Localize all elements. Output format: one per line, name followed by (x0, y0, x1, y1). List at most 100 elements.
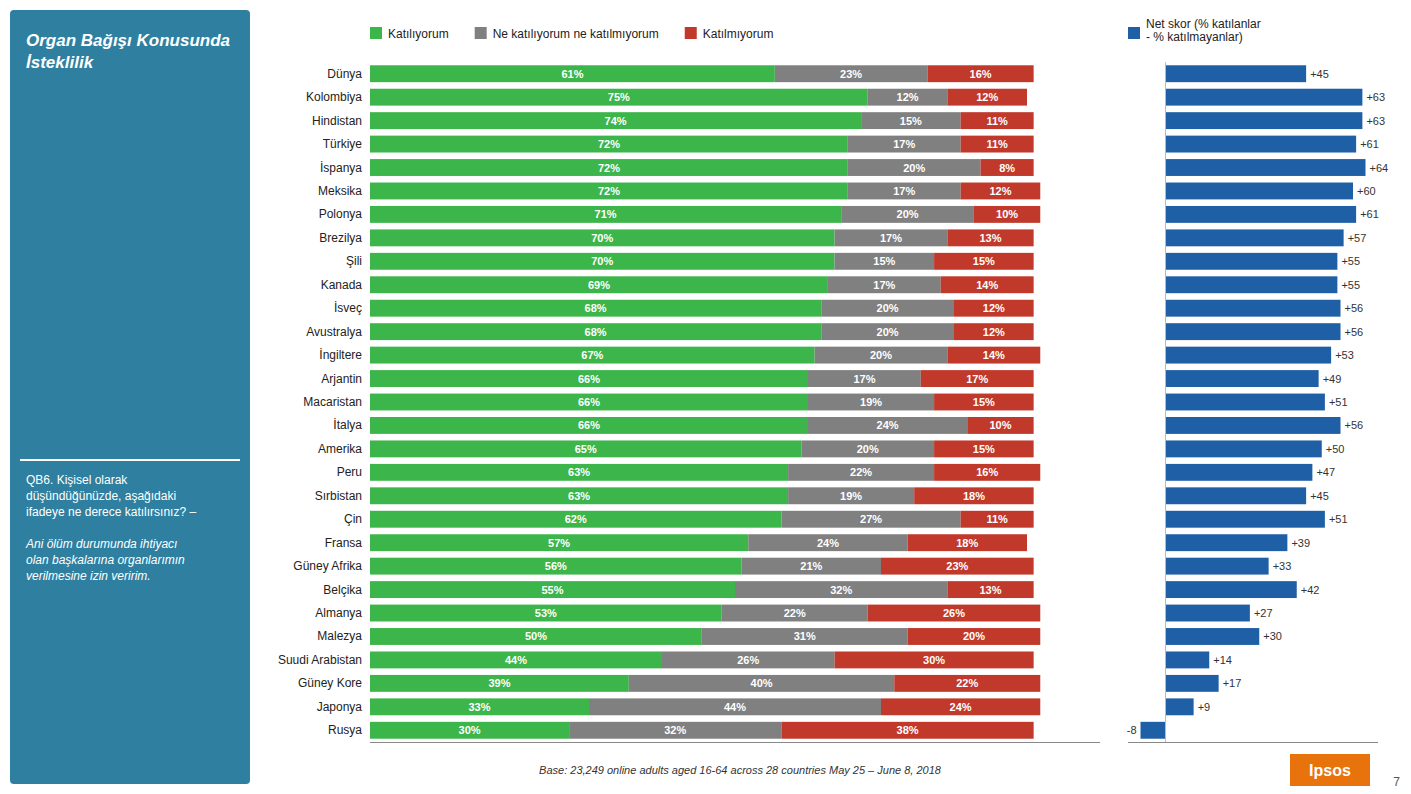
data-label: +56 (1345, 326, 1364, 338)
net-bar (1166, 112, 1363, 129)
side-panel (10, 10, 250, 784)
net-bar (1166, 183, 1354, 200)
data-label: 23% (840, 68, 862, 80)
category-label: İspanya (320, 161, 362, 175)
bar-segment (801, 440, 934, 457)
bar-segment (808, 394, 934, 411)
data-label: +33 (1273, 560, 1292, 572)
net-bar (1166, 511, 1325, 528)
logo-text: Ipsos (1309, 762, 1351, 779)
bar-segment (370, 722, 569, 739)
text-line: Ne katılıyorum ne katılmıyorum (493, 27, 659, 41)
net-bar (1166, 440, 1322, 457)
bar-segment (947, 229, 1033, 246)
data-label: 16% (970, 68, 992, 80)
bar-segment (821, 323, 954, 340)
data-label: 17% (966, 373, 988, 385)
bar-segment (370, 487, 788, 504)
net-bar (1166, 65, 1307, 82)
data-label: 33% (468, 701, 490, 713)
bar-segment (921, 370, 1034, 387)
data-label: +30 (1263, 630, 1282, 642)
bar-segment (742, 558, 881, 575)
data-label: +64 (1370, 162, 1389, 174)
text-line: - % katılmayanlar) (1146, 30, 1243, 44)
question-text: QB6. Kişisel olarakdüşündüğünüzde, aşağı… (26, 473, 196, 519)
bar-segment (370, 159, 848, 176)
bar-segment (370, 651, 662, 668)
text-line: düşündüğünüzde, aşağıdaki (26, 489, 176, 503)
data-label: 20% (903, 162, 925, 174)
net-bar (1166, 229, 1344, 246)
net-bar (1166, 417, 1341, 434)
net-bar (1166, 394, 1325, 411)
data-label: +50 (1326, 443, 1345, 455)
data-label: +53 (1335, 349, 1354, 361)
bar-segment (370, 183, 848, 200)
data-label: 19% (840, 490, 862, 502)
category-label: Suudi Arabistan (278, 653, 362, 667)
bar-segment (781, 722, 1033, 739)
bar-segment (662, 651, 835, 668)
bar-segment (808, 417, 967, 434)
data-label: 17% (880, 232, 902, 244)
bar-segment (370, 347, 815, 364)
data-label: 22% (850, 466, 872, 478)
bar-segment (370, 323, 821, 340)
data-label: +39 (1291, 537, 1310, 549)
data-label: 17% (893, 185, 915, 197)
data-label: 12% (976, 91, 998, 103)
data-label: +63 (1366, 115, 1385, 127)
bar-segment (370, 89, 868, 106)
bar-segment (835, 229, 948, 246)
data-label: 15% (900, 115, 922, 127)
data-label: 8% (999, 162, 1015, 174)
text-line: Ani ölüm durumunda ihtiyacı (25, 537, 177, 551)
category-label: Avustralya (306, 325, 362, 339)
legend-swatch (475, 27, 487, 39)
data-label: 14% (976, 279, 998, 291)
data-label: 20% (857, 443, 879, 455)
data-label: 27% (860, 513, 882, 525)
bar-segment (961, 112, 1034, 129)
net-bar (1166, 487, 1307, 504)
category-label: İsveç (334, 301, 362, 315)
data-label: 24% (950, 701, 972, 713)
data-label: +9 (1198, 701, 1211, 713)
bar-segment (954, 323, 1034, 340)
bar-segment (370, 112, 861, 129)
data-label: 44% (505, 654, 527, 666)
data-label: +60 (1357, 185, 1376, 197)
bar-segment (370, 464, 788, 481)
bar-segment (370, 253, 835, 270)
text-line: Net skor (% katılanlar (1146, 17, 1261, 31)
net-bar (1166, 253, 1338, 270)
bar-segment (881, 558, 1034, 575)
data-label: 24% (877, 419, 899, 431)
data-label: 67% (581, 349, 603, 361)
bar-segment (908, 628, 1041, 645)
net-bar (1166, 464, 1313, 481)
bar-segment (370, 229, 835, 246)
data-label: 68% (585, 326, 607, 338)
data-label: 72% (598, 162, 620, 174)
net-bar (1166, 558, 1269, 575)
bar-segment (961, 183, 1041, 200)
net-bar (1141, 722, 1166, 739)
bar-segment (370, 558, 742, 575)
bar-segment (370, 206, 841, 223)
bar-segment (370, 136, 848, 153)
data-label: 14% (983, 349, 1005, 361)
data-label: 55% (541, 584, 563, 596)
bar-segment (967, 417, 1033, 434)
category-label: Rusya (328, 723, 362, 737)
data-label: 44% (724, 701, 746, 713)
data-label: 10% (996, 208, 1018, 220)
bar-segment (722, 605, 868, 622)
bar-segment (881, 698, 1040, 715)
bar-segment (961, 136, 1034, 153)
data-label: +45 (1310, 490, 1329, 502)
data-label: 38% (897, 724, 919, 736)
bar-segment (788, 487, 914, 504)
data-label: 22% (956, 677, 978, 689)
